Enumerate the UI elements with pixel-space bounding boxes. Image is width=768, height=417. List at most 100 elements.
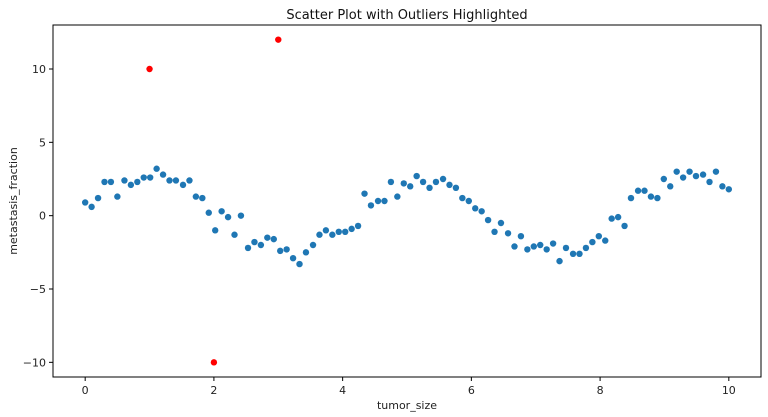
data-point [439, 175, 447, 183]
data-point [660, 175, 668, 183]
data-point [309, 241, 317, 249]
data-point [316, 231, 323, 238]
data-point [289, 255, 297, 262]
data-point [530, 243, 537, 250]
data-point [283, 246, 290, 253]
data-point [647, 193, 655, 200]
data-point [699, 171, 707, 178]
data-point [367, 202, 375, 209]
x-tick-label: 2 [210, 384, 217, 397]
x-tick-label: 4 [339, 384, 346, 397]
data-point [218, 208, 225, 215]
data-point [192, 193, 200, 200]
data-point [257, 241, 265, 249]
plot-area [52, 24, 762, 378]
data-point [231, 231, 238, 238]
data-point [432, 178, 440, 186]
data-point [114, 193, 121, 200]
data-point [361, 190, 368, 197]
data-point [614, 213, 622, 221]
data-point [237, 212, 245, 219]
data-point [465, 197, 472, 205]
x-tick-label: 6 [468, 384, 475, 397]
data-point [589, 238, 596, 246]
data-point [81, 199, 89, 206]
data-point [627, 194, 635, 202]
axes-frame [52, 24, 762, 378]
data-point [511, 243, 518, 250]
data-point [199, 194, 206, 202]
data-point [264, 234, 271, 241]
data-point [140, 174, 147, 181]
data-point [146, 174, 154, 181]
x-tick-label: 8 [597, 384, 604, 397]
data-point [121, 177, 128, 184]
data-point [153, 165, 160, 172]
data-point [224, 213, 232, 221]
y-tick-label: 0 [39, 210, 46, 223]
data-point [134, 178, 141, 186]
chart-title: Scatter Plot with Outliers Highlighted [286, 8, 527, 23]
data-point [446, 181, 453, 189]
data-point [725, 186, 733, 193]
data-point [342, 228, 349, 235]
data-point [562, 244, 570, 252]
data-point [595, 233, 603, 240]
y-axis-label: metastasis_fraction [7, 147, 20, 255]
data-point [186, 177, 193, 184]
data-point [172, 177, 180, 184]
x-tick-label: 0 [82, 384, 89, 397]
data-point [576, 250, 583, 257]
data-point [205, 209, 212, 216]
data-point [608, 215, 615, 222]
outlier-points-series [146, 36, 282, 366]
data-point [101, 178, 108, 186]
data-point [348, 225, 355, 233]
data-point [452, 184, 460, 191]
data-point [654, 194, 661, 202]
data-point [107, 178, 115, 186]
data-point [270, 235, 277, 243]
outlier-point [146, 65, 153, 73]
data-point [94, 194, 102, 202]
data-point [400, 180, 407, 187]
y-tick-label: −5 [30, 283, 46, 296]
data-point [354, 222, 362, 230]
data-point [251, 238, 258, 246]
data-point [582, 244, 590, 252]
data-point [296, 260, 303, 268]
data-point [88, 203, 95, 211]
y-tick-label: 10 [32, 63, 46, 76]
data-point [179, 181, 187, 189]
data-point [211, 227, 219, 234]
data-point [407, 183, 414, 190]
data-point [413, 172, 420, 180]
x-axis: 0 2 4 6 8 10 [82, 377, 736, 397]
data-point [335, 228, 342, 235]
x-axis-label: tumor_size [377, 399, 437, 412]
data-point [374, 197, 382, 205]
data-point [621, 222, 628, 230]
outlier-point [275, 36, 282, 43]
data-point [602, 237, 609, 244]
data-point [302, 249, 310, 256]
data-point [166, 177, 173, 184]
data-point [381, 197, 388, 205]
outlier-point [210, 359, 218, 366]
data-point [504, 230, 512, 237]
data-point [692, 172, 700, 180]
data-point [543, 246, 550, 253]
data-point [329, 231, 336, 238]
data-point [556, 257, 563, 265]
data-point [387, 178, 395, 186]
data-point [484, 216, 492, 224]
data-point [706, 178, 713, 186]
data-point [127, 181, 135, 189]
data-point [517, 233, 525, 240]
data-point [277, 247, 284, 255]
data-point [712, 168, 720, 175]
data-point [673, 168, 680, 175]
data-point [497, 219, 505, 227]
data-point [686, 168, 693, 175]
